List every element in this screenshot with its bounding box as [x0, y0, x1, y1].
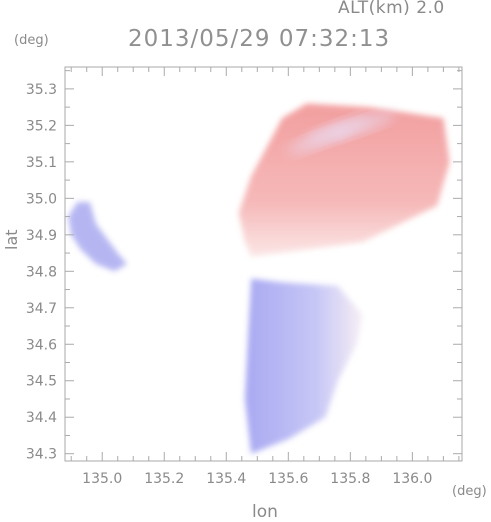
altitude-label: ALT(km) 2.0: [338, 0, 445, 18]
x-tick-label: 135.8: [330, 471, 370, 487]
plot-border: [64, 66, 463, 462]
y-tick-label: 34.6: [26, 337, 57, 353]
timestamp-title: 2013/05/29 07:32:13: [128, 26, 391, 52]
y-tick-label: 34.3: [26, 447, 57, 463]
echo-region-2: [244, 278, 363, 454]
y-tick-label: 35.3: [26, 82, 57, 98]
x-tick-label: 135.2: [144, 471, 184, 487]
y-tick-label: 35.0: [26, 191, 57, 207]
y-tick-label: 34.5: [26, 374, 57, 390]
echo-streak-3: [330, 111, 395, 140]
y-tick-label: 34.7: [26, 301, 57, 317]
x-axis-title: lon: [252, 502, 278, 522]
x-tick-label: 136.0: [392, 471, 432, 487]
y-tick-label: 35.2: [26, 118, 57, 134]
echo-regions-layer: [68, 103, 450, 454]
y-tick-label: 34.4: [26, 410, 57, 426]
axis-ticks: 135.0 135.2 135.4 135.6 135.8 136.0 34.3 34.4 34…: [26, 67, 462, 487]
y-tick-label: 35.1: [26, 155, 57, 171]
echo-region-3: [68, 202, 127, 272]
y-tick-label: 34.9: [26, 228, 57, 244]
echo-region-1: [238, 103, 450, 257]
y-tick-label: 34.8: [26, 264, 57, 280]
x-tick-label: 135.4: [206, 471, 246, 487]
x-axis-unit: (deg): [452, 484, 487, 499]
y-axis-unit: (deg): [14, 33, 49, 48]
x-tick-label: 135.0: [82, 471, 122, 487]
x-tick-label: 135.6: [268, 471, 308, 487]
plot-frame: [64, 66, 463, 462]
